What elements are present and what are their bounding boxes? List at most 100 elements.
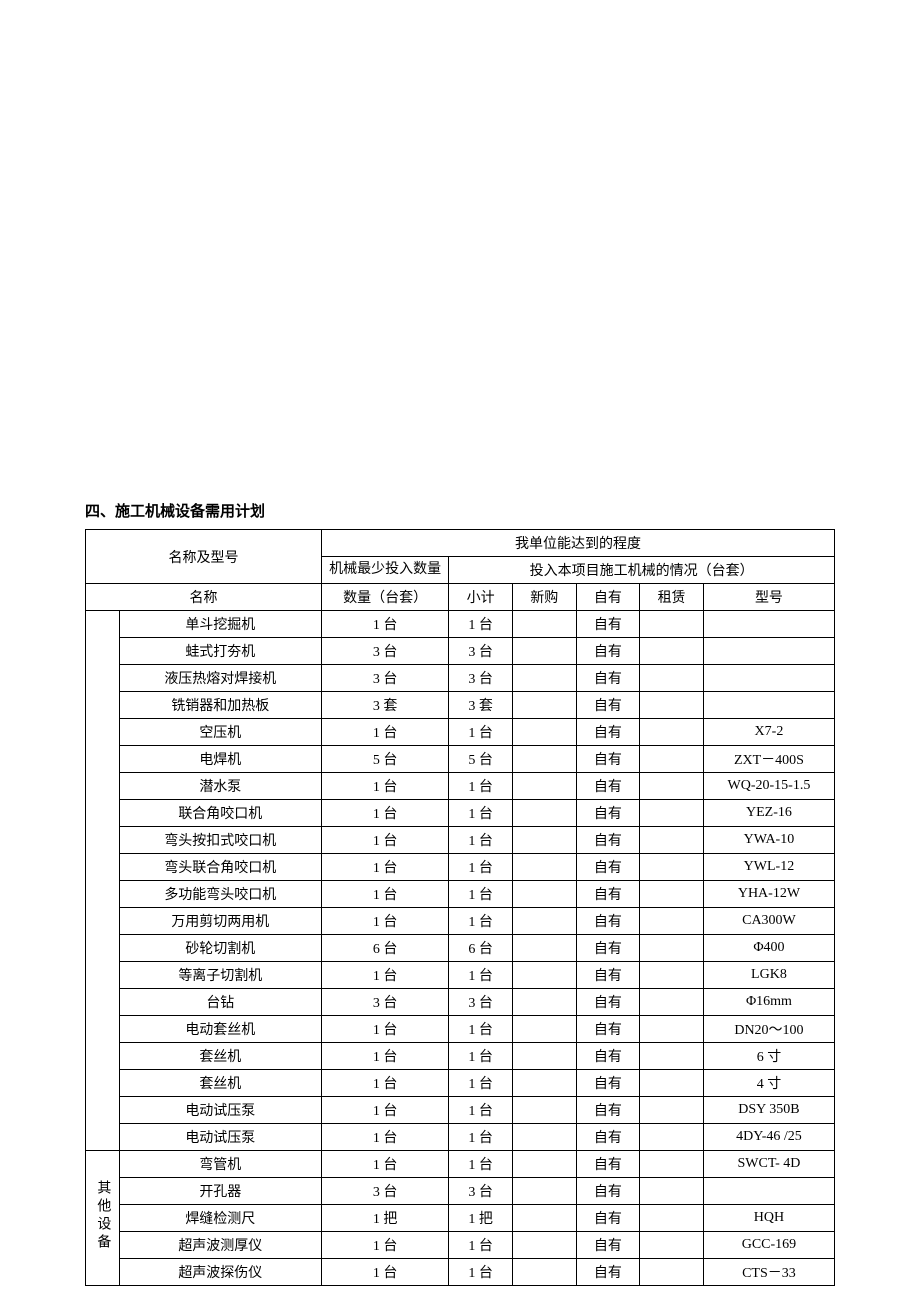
cell-new <box>512 1016 576 1043</box>
table-row: 电动套丝机1 台1 台自有DN20～100 <box>86 1016 835 1043</box>
cell-model: Φ16mm <box>703 989 834 1016</box>
cell-name: 联合角咬口机 <box>119 800 321 827</box>
cell-rent <box>640 1043 704 1070</box>
cell-qty: 1 台 <box>321 1232 448 1259</box>
cell-subtotal: 1 台 <box>449 1070 513 1097</box>
cell-model <box>703 638 834 665</box>
cell-model: WQ-20-15-1.5 <box>703 773 834 800</box>
cell-model: DN20～100 <box>703 1016 834 1043</box>
cell-subtotal: 1 台 <box>449 1043 513 1070</box>
cell-new <box>512 719 576 746</box>
cell-rent <box>640 935 704 962</box>
cell-qty: 1 台 <box>321 962 448 989</box>
header-own: 自有 <box>576 584 640 611</box>
cell-name: 砂轮切割机 <box>119 935 321 962</box>
cell-name: 电动套丝机 <box>119 1016 321 1043</box>
cell-new <box>512 692 576 719</box>
cell-subtotal: 1 台 <box>449 1151 513 1178</box>
cell-own: 自有 <box>576 908 640 935</box>
category-cell-other: 其他设备 <box>86 1151 120 1286</box>
cell-subtotal: 1 台 <box>449 1232 513 1259</box>
cell-rent <box>640 719 704 746</box>
category-cell-empty <box>86 611 120 1151</box>
cell-model: HQH <box>703 1205 834 1232</box>
cell-model: YWL-12 <box>703 854 834 881</box>
header-project-input: 投入本项目施工机械的情况（台套） <box>449 557 835 584</box>
cell-model <box>703 692 834 719</box>
cell-name: 套丝机 <box>119 1043 321 1070</box>
cell-name: 台钻 <box>119 989 321 1016</box>
header-model: 型号 <box>703 584 834 611</box>
table-row: 蛙式打夯机3 台3 台自有 <box>86 638 835 665</box>
cell-own: 自有 <box>576 989 640 1016</box>
table-row: 套丝机1 台1 台自有6 寸 <box>86 1043 835 1070</box>
cell-name: 电动试压泵 <box>119 1097 321 1124</box>
cell-own: 自有 <box>576 962 640 989</box>
cell-name: 蛙式打夯机 <box>119 638 321 665</box>
cell-own: 自有 <box>576 935 640 962</box>
cell-own: 自有 <box>576 1178 640 1205</box>
cell-model: 6 寸 <box>703 1043 834 1070</box>
cell-new <box>512 1259 576 1286</box>
cell-name: 弯管机 <box>119 1151 321 1178</box>
cell-qty: 3 台 <box>321 665 448 692</box>
header-row-1: 名称及型号 我单位能达到的程度 <box>86 530 835 557</box>
cell-rent <box>640 746 704 773</box>
cell-rent <box>640 1070 704 1097</box>
cell-new <box>512 1232 576 1259</box>
cell-new <box>512 827 576 854</box>
cell-subtotal: 1 台 <box>449 881 513 908</box>
cell-model <box>703 665 834 692</box>
cell-qty: 1 台 <box>321 611 448 638</box>
cell-new <box>512 800 576 827</box>
cell-new <box>512 638 576 665</box>
cell-name: 电焊机 <box>119 746 321 773</box>
cell-qty: 1 台 <box>321 1097 448 1124</box>
table-row: 电动试压泵1 台1 台自有4DY-46 /25 <box>86 1124 835 1151</box>
cell-new <box>512 665 576 692</box>
cell-qty: 1 台 <box>321 800 448 827</box>
cell-name: 多功能弯头咬口机 <box>119 881 321 908</box>
cell-qty: 1 台 <box>321 1151 448 1178</box>
section-title: 四、施工机械设备需用计划 <box>85 500 835 521</box>
cell-model: ZXT－400S <box>703 746 834 773</box>
table-row: 超声波探伤仪1 台1 台自有CTS－33 <box>86 1259 835 1286</box>
table-row: 台钻3 台3 台自有Φ16mm <box>86 989 835 1016</box>
table-row: 空压机1 台1 台自有X7-2 <box>86 719 835 746</box>
cell-name: 潜水泵 <box>119 773 321 800</box>
cell-model: X7-2 <box>703 719 834 746</box>
cell-name: 焊缝检测尺 <box>119 1205 321 1232</box>
cell-new <box>512 611 576 638</box>
table-row: 万用剪切两用机1 台1 台自有CA300W <box>86 908 835 935</box>
cell-qty: 3 台 <box>321 1178 448 1205</box>
cell-new <box>512 1097 576 1124</box>
cell-qty: 3 台 <box>321 989 448 1016</box>
cell-own: 自有 <box>576 1016 640 1043</box>
cell-own: 自有 <box>576 800 640 827</box>
table-row: 弯头联合角咬口机1 台1 台自有YWL-12 <box>86 854 835 881</box>
cell-new <box>512 989 576 1016</box>
header-our-capacity: 我单位能达到的程度 <box>321 530 834 557</box>
cell-qty: 5 台 <box>321 746 448 773</box>
cell-rent <box>640 1232 704 1259</box>
cell-name: 电动试压泵 <box>119 1124 321 1151</box>
cell-qty: 1 台 <box>321 854 448 881</box>
cell-model <box>703 611 834 638</box>
table-row: 开孔器3 台3 台自有 <box>86 1178 835 1205</box>
table-row: 砂轮切割机6 台6 台自有Φ400 <box>86 935 835 962</box>
cell-rent <box>640 962 704 989</box>
cell-own: 自有 <box>576 1151 640 1178</box>
cell-new <box>512 773 576 800</box>
cell-rent <box>640 692 704 719</box>
table-row: 液压热熔对焊接机3 台3 台自有 <box>86 665 835 692</box>
cell-rent <box>640 989 704 1016</box>
cell-model: DSY 350B <box>703 1097 834 1124</box>
cell-model: GCC-169 <box>703 1232 834 1259</box>
cell-own: 自有 <box>576 1259 640 1286</box>
cell-qty: 1 台 <box>321 1043 448 1070</box>
header-name-and-model: 名称及型号 <box>86 530 322 584</box>
cell-subtotal: 1 台 <box>449 719 513 746</box>
cell-new <box>512 1070 576 1097</box>
cell-subtotal: 1 台 <box>449 1259 513 1286</box>
cell-name: 超声波探伤仪 <box>119 1259 321 1286</box>
